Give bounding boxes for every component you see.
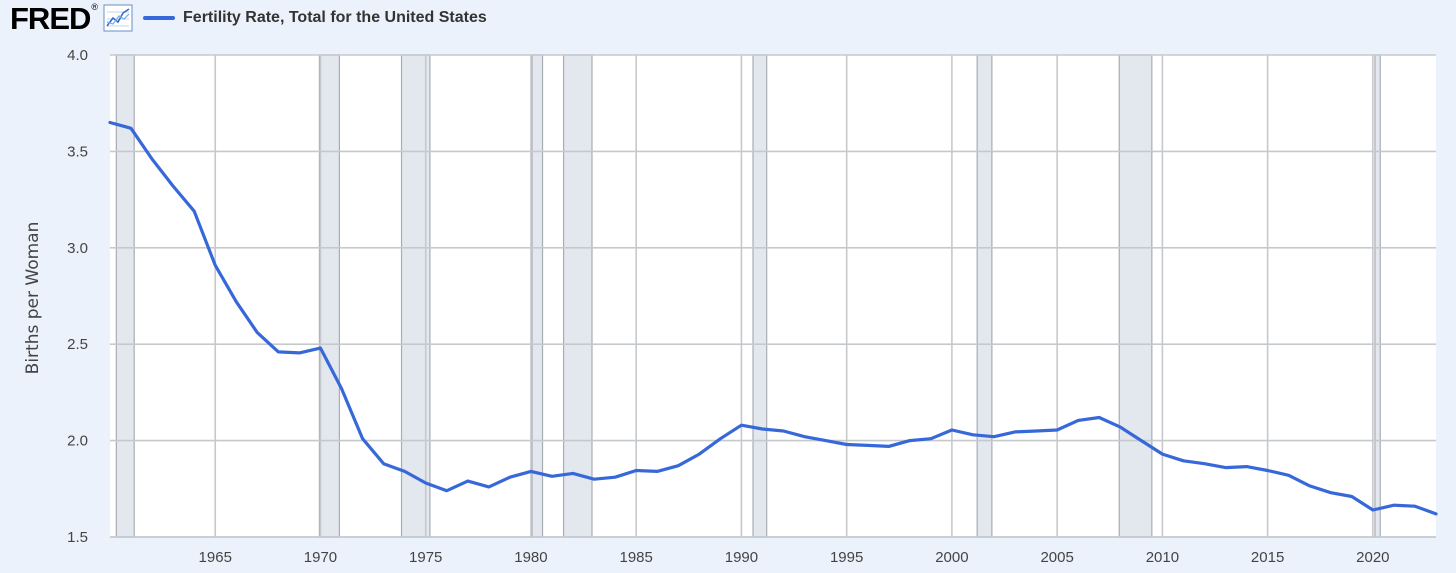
fred-logo-text: FRED — [10, 0, 91, 36]
grid-lines — [110, 54, 1436, 538]
recession-band — [318, 54, 341, 538]
x-tick-label: 1995 — [830, 549, 863, 566]
legend-swatch — [143, 16, 176, 20]
recession-band — [1118, 54, 1153, 538]
legend: Fertility Rate, Total for the United Sta… — [143, 9, 487, 27]
x-tick-label: 1980 — [514, 549, 547, 566]
y-axis-ticks: 1.5 2.0 2.5 3.0 3.5 4.0 — [67, 47, 88, 546]
y-tick-label: 2.5 — [67, 336, 88, 353]
x-tick-label: 2020 — [1356, 549, 1389, 566]
series-group — [108, 120, 1438, 516]
graph-icon[interactable] — [103, 4, 133, 32]
x-tick-label: 2015 — [1251, 549, 1284, 566]
legend-label[interactable]: Fertility Rate, Total for the United Sta… — [183, 9, 487, 26]
y-tick-label: 4.0 — [67, 47, 88, 64]
series-line — [108, 120, 1438, 516]
recession-band — [976, 54, 993, 538]
recession-band — [562, 54, 593, 538]
x-tick-label: 2010 — [1146, 549, 1179, 566]
x-tick-label: 2005 — [1040, 549, 1073, 566]
registered-mark: ® — [91, 1, 98, 12]
x-tick-label: 1965 — [199, 549, 232, 566]
x-tick-label: 1990 — [725, 549, 758, 566]
recession-band — [752, 54, 768, 538]
recession-band — [531, 54, 544, 538]
y-tick-label: 2.0 — [67, 433, 88, 450]
x-tick-label: 2000 — [935, 549, 968, 566]
y-axis-label: Births per Woman — [23, 222, 43, 375]
chart-header: FRED® Fertility Rate, Total for the Unit… — [10, 0, 910, 36]
x-tick-label: 1970 — [304, 549, 337, 566]
x-tick-label: 1975 — [409, 549, 442, 566]
y-tick-label: 1.5 — [67, 529, 88, 546]
fred-logo[interactable]: FRED® — [10, 0, 98, 36]
x-tick-label: 1985 — [620, 549, 653, 566]
x-axis-ticks: 1965 1970 1975 1980 1985 1990 1995 2000 2005 2010… — [199, 549, 1390, 566]
plot-area — [110, 55, 1436, 537]
y-tick-label: 3.5 — [67, 143, 88, 160]
recession-band — [1374, 54, 1381, 538]
y-tick-label: 3.0 — [67, 240, 88, 257]
